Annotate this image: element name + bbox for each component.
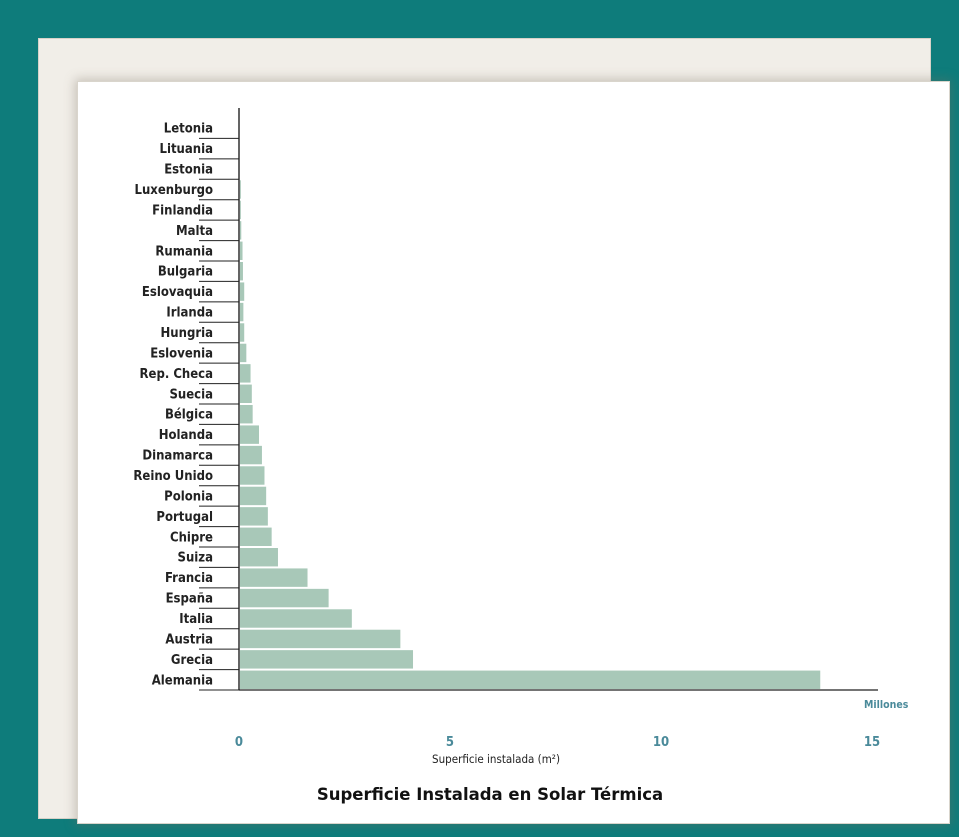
category-label: Estonia [164,163,213,178]
bar [240,466,265,485]
category-label: Francia [165,571,213,586]
outer-frame: Letonia Lituania Estonia Luxenburgo Finlandi… [14,14,949,823]
bar [240,425,259,444]
bar [240,241,243,260]
category-label: Dinamarca [142,449,213,464]
bar [240,507,268,526]
x-tick-labels-group: 0 5 10 15 [235,735,880,750]
bar [240,262,243,281]
bar [240,670,821,689]
x-tick-label: 0 [235,735,243,750]
bar [240,548,278,567]
category-labels-group: Letonia Lituania Estonia Luxenburgo Finlandi… [133,122,213,689]
bar [240,568,308,587]
bar [240,650,414,669]
x-tick-label: 10 [653,735,669,750]
bar [240,180,241,199]
category-label: Malta [176,224,213,239]
category-label: Irlanda [166,306,213,321]
category-label: Rep. Checa [140,367,214,382]
category-label: Polonia [164,489,213,504]
bar [240,200,241,220]
bars-group [240,180,821,689]
bar [240,588,329,608]
bar [240,445,262,465]
bar [240,405,253,424]
chart-panel: Letonia Lituania Estonia Luxenburgo Finlandi… [78,82,949,823]
x-tick-label: 5 [446,735,454,750]
category-label: Suecia [169,387,213,402]
category-label: Hungria [161,326,213,341]
bar [240,323,245,342]
category-label: Bélgica [165,408,213,423]
category-label: Chipre [170,530,213,545]
bar [240,609,352,628]
category-label: Lituania [160,142,214,157]
axis-group [199,108,878,691]
bar [240,221,242,240]
x-axis-title: Superficie instalada (m²) [432,752,560,766]
bar [240,343,247,363]
category-label: Finlandia [152,203,213,218]
category-label: Luxenburgo [135,183,213,198]
category-label: Eslovenia [150,346,213,361]
picture-mat: Letonia Lituania Estonia Luxenburgo Finlandi… [38,38,949,823]
bar-chart: Letonia Lituania Estonia Luxenburgo Finlandi… [133,108,909,804]
category-label: Holanda [159,428,213,443]
category-label: Bulgaria [158,265,213,280]
category-label: Rumania [155,244,213,259]
bar [240,527,272,546]
category-label: Reino Unido [133,469,213,484]
bar [240,629,401,649]
category-label: España [166,592,213,607]
category-label: Suiza [178,551,213,566]
bar [240,486,267,506]
category-label: Grecia [171,653,213,668]
category-label: Alemania [152,673,213,688]
category-label: Austria [165,632,213,647]
x-tick-label: 15 [864,735,880,750]
bar [240,302,244,322]
category-label: Portugal [156,510,213,525]
x-unit-label: Millones [864,699,909,711]
bar [240,384,252,403]
category-label: Letonia [164,122,213,137]
category-label: Eslovaquia [142,285,213,300]
category-label: Italia [179,612,213,627]
bar [240,282,245,301]
bar [240,364,251,383]
chart-title: Superficie Instalada en Solar Térmica [317,785,663,804]
